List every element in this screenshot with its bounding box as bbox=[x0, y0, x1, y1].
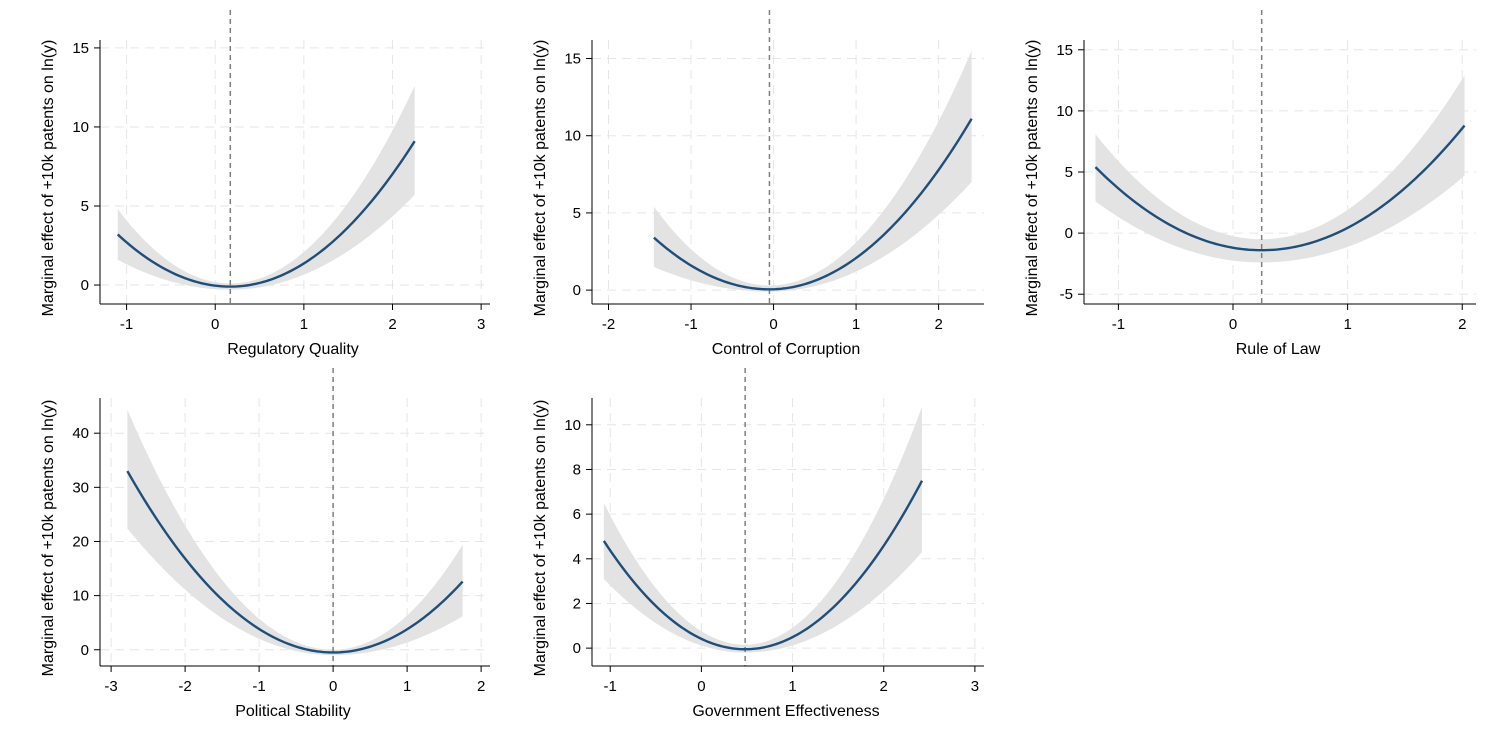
y-tick-label: 4 bbox=[573, 551, 581, 568]
y-axis-label: Marginal effect of +10k patents on ln(y) bbox=[532, 40, 549, 317]
x-tick-label: 1 bbox=[788, 678, 796, 695]
y-axis-label: Marginal effect of +10k patents on ln(y) bbox=[532, 400, 549, 677]
y-tick-label: 0 bbox=[1065, 225, 1073, 242]
y-tick-label: -5 bbox=[1060, 286, 1073, 303]
y-tick-label: 5 bbox=[1065, 164, 1073, 181]
x-tick-label: 2 bbox=[880, 678, 888, 695]
y-tick-label: 0 bbox=[573, 640, 581, 657]
y-tick-label: 30 bbox=[72, 479, 89, 496]
x-tick-label: 2 bbox=[388, 316, 396, 333]
y-tick-label: 8 bbox=[573, 461, 581, 478]
x-tick-label: 0 bbox=[211, 316, 219, 333]
x-tick-label: 0 bbox=[769, 316, 777, 333]
confidence-band bbox=[117, 85, 415, 290]
confidence-band bbox=[653, 50, 972, 292]
panel-government-effectiveness: -1 0 1 2 3 0 2 4 6 8 10 Government Effectiveness Mar… bbox=[532, 368, 984, 720]
y-axis-label: Marginal effect of +10k patents on ln(y) bbox=[1024, 40, 1041, 317]
x-tick-label: 2 bbox=[1458, 316, 1466, 333]
x-tick-label: 1 bbox=[1343, 316, 1351, 333]
y-tick-label: 10 bbox=[1056, 103, 1073, 120]
x-tick-label: -1 bbox=[120, 316, 133, 333]
x-tick-label: 0 bbox=[1229, 316, 1237, 333]
y-tick-label: 10 bbox=[72, 588, 89, 605]
x-tick-label: 0 bbox=[697, 678, 705, 695]
confidence-band bbox=[603, 406, 923, 653]
y-tick-label: 5 bbox=[573, 205, 581, 222]
y-tick-label: 20 bbox=[72, 533, 89, 550]
x-axis-label: Rule of Law bbox=[1236, 341, 1321, 358]
y-tick-label: 10 bbox=[564, 128, 581, 145]
marginal-effect-curve bbox=[602, 480, 924, 651]
x-tick-label: -1 bbox=[252, 678, 265, 695]
x-tick-label: 0 bbox=[329, 678, 337, 695]
y-axis-label: Marginal effect of +10k patents on ln(y) bbox=[40, 400, 57, 677]
y-tick-label: 10 bbox=[72, 119, 89, 136]
panel-regulatory-quality: -1 0 1 2 3 0 5 10 15 Regulatory Quality Marginal e… bbox=[40, 10, 490, 358]
y-tick-label: 0 bbox=[81, 642, 89, 659]
x-tick-label: 2 bbox=[934, 316, 942, 333]
x-tick-label: 1 bbox=[403, 678, 411, 695]
x-axis-label: Control of Corruption bbox=[712, 341, 861, 358]
x-tick-label: 1 bbox=[300, 316, 308, 333]
x-tick-label: -1 bbox=[1112, 316, 1125, 333]
panel-control-of-corruption: -2 -1 0 1 2 0 5 10 15 Control of Corruption Margin… bbox=[532, 10, 984, 358]
y-tick-label: 6 bbox=[573, 506, 581, 523]
x-axis-label: Regulatory Quality bbox=[227, 341, 359, 358]
x-tick-label: -2 bbox=[178, 678, 191, 695]
x-tick-label: -2 bbox=[602, 316, 615, 333]
x-tick-label: 3 bbox=[971, 678, 979, 695]
x-tick-label: 2 bbox=[477, 678, 485, 695]
x-tick-label: -3 bbox=[104, 678, 117, 695]
y-tick-label: 0 bbox=[81, 277, 89, 294]
y-tick-label: 10 bbox=[564, 417, 581, 434]
y-tick-label: 5 bbox=[81, 198, 89, 215]
confidence-band bbox=[1095, 75, 1465, 263]
marginal-effect-curve bbox=[1094, 124, 1466, 252]
y-tick-label: 40 bbox=[72, 425, 89, 442]
x-tick-label: -1 bbox=[604, 678, 617, 695]
y-tick-label: 15 bbox=[564, 51, 581, 68]
y-tick-label: 2 bbox=[573, 595, 581, 612]
x-tick-label: 1 bbox=[852, 316, 860, 333]
x-tick-label: -1 bbox=[684, 316, 697, 333]
confidence-band bbox=[127, 409, 463, 656]
y-tick-label: 0 bbox=[573, 282, 581, 299]
y-tick-label: 15 bbox=[72, 40, 89, 57]
x-axis-label: Government Effectiveness bbox=[692, 703, 879, 720]
marginal-effect-curve bbox=[116, 140, 416, 288]
marginal-effect-curve bbox=[653, 118, 973, 291]
y-tick-label: 15 bbox=[1056, 42, 1073, 59]
x-axis-label: Political Stability bbox=[235, 703, 351, 720]
x-tick-label: 3 bbox=[477, 316, 485, 333]
panel-rule-of-law: -1 0 1 2 -5 0 5 10 15 Rule of Law Marginal effect … bbox=[1024, 10, 1476, 358]
y-axis-label: Marginal effect of +10k patents on ln(y) bbox=[40, 40, 57, 317]
marginal-effect-curve bbox=[126, 470, 464, 654]
